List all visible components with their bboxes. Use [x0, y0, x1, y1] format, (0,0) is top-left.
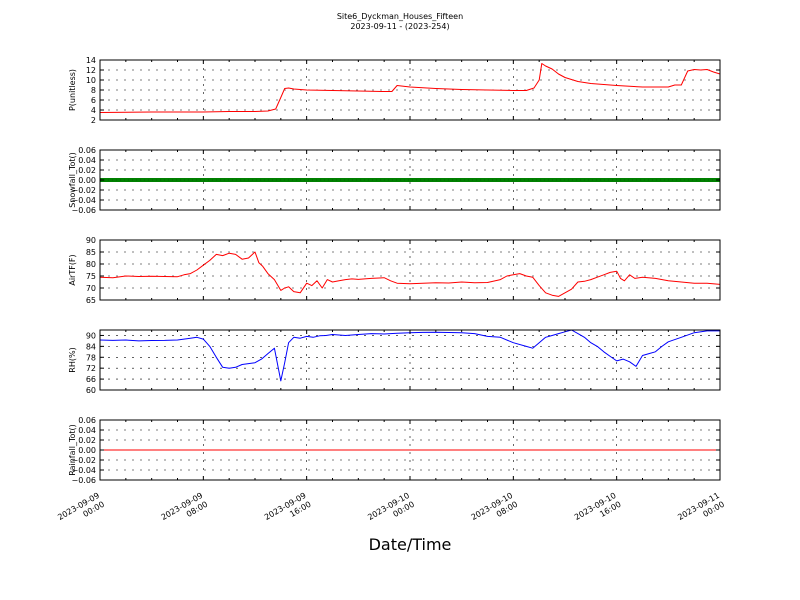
y-tick-label: −0.06 [71, 206, 96, 215]
x-tick-label: 2023-09-0916:00 [263, 491, 313, 531]
y-tick-label: 0.00 [78, 176, 96, 185]
y-tick-label: 80 [86, 260, 96, 269]
y-tick-label: 2 [91, 116, 96, 125]
y-tick-label: 90 [86, 331, 96, 340]
y-tick-label: 0.04 [78, 426, 96, 435]
y-tick-label: 70 [86, 284, 96, 293]
y-tick-label: 12 [86, 66, 96, 75]
y-tick-label: 0.00 [78, 446, 96, 455]
y-axis-label: Rainfall_Tot() [68, 424, 77, 476]
x-tick-label: 2023-09-0900:00 [56, 491, 106, 531]
y-axis-label: P(unitless) [68, 69, 77, 111]
y-tick-label: −0.02 [71, 186, 96, 195]
y-tick-label: 66 [86, 375, 96, 384]
y-tick-label: −0.06 [71, 476, 96, 485]
y-tick-label: 10 [86, 76, 96, 85]
y-axis-label: AirTF(F) [68, 254, 77, 285]
x-tick-label: 2023-09-1000:00 [366, 491, 416, 531]
chart-title: Site6_Dyckman_Houses_Fifteen [337, 12, 463, 21]
y-axis-label: Snowfall_Tot() [68, 152, 77, 208]
panel-1: −0.06−0.04−0.020.000.020.040.06Snowfall_… [68, 146, 721, 215]
y-tick-label: 90 [86, 236, 96, 245]
y-axis-label: RH(%) [68, 347, 77, 372]
y-tick-label: 4 [91, 106, 96, 115]
series-line [99, 251, 721, 297]
panel-3: 60 66 72 78 84 90 RH(%) [68, 329, 721, 395]
series-line [99, 329, 720, 382]
y-tick-label: 84 [86, 342, 96, 351]
chart-subtitle: 2023-09-11 - (2023-254) [350, 22, 449, 31]
x-axis-label: Date/Time [369, 535, 452, 554]
y-tick-label: 8 [91, 86, 96, 95]
y-tick-label: 0.06 [78, 416, 96, 425]
x-tick-label: 2023-09-1100:00 [676, 491, 726, 531]
y-tick-label: −0.02 [71, 456, 96, 465]
x-tick-labels: 2023-09-0900:00 2023-09-0908:00 2023-09-09… [56, 491, 726, 531]
y-tick-label: 85 [86, 248, 96, 257]
series-line [99, 63, 721, 113]
y-tick-label: 0.06 [78, 146, 96, 155]
y-tick-label: 6 [91, 96, 96, 105]
x-tick-label: 2023-09-0908:00 [160, 491, 210, 531]
y-tick-label: 0.02 [78, 436, 96, 445]
panels: 2468101214P(unitless)−0.06−0.04−0.020.00… [68, 56, 721, 485]
y-tick-label: 65 [86, 296, 96, 305]
y-tick-label: −0.04 [71, 466, 96, 475]
panel-4: −0.06−0.04−0.020.000.020.040.06Rainfall_… [68, 416, 721, 485]
y-tick-label: 75 [86, 272, 96, 281]
y-tick-label: 78 [86, 353, 96, 362]
panel-2: 65 70 75 80 85 90 AirTF(F) [68, 236, 721, 305]
y-tick-label: 60 [86, 386, 96, 395]
y-tick-label: 14 [86, 56, 96, 65]
y-tick-label: 0.04 [78, 156, 96, 165]
x-tick-label: 2023-09-1016:00 [573, 491, 623, 531]
y-tick-label: 0.02 [78, 166, 96, 175]
x-tick-label: 2023-09-1008:00 [470, 491, 520, 531]
y-tick-label: 72 [86, 364, 96, 373]
y-tick-label: −0.04 [71, 196, 96, 205]
